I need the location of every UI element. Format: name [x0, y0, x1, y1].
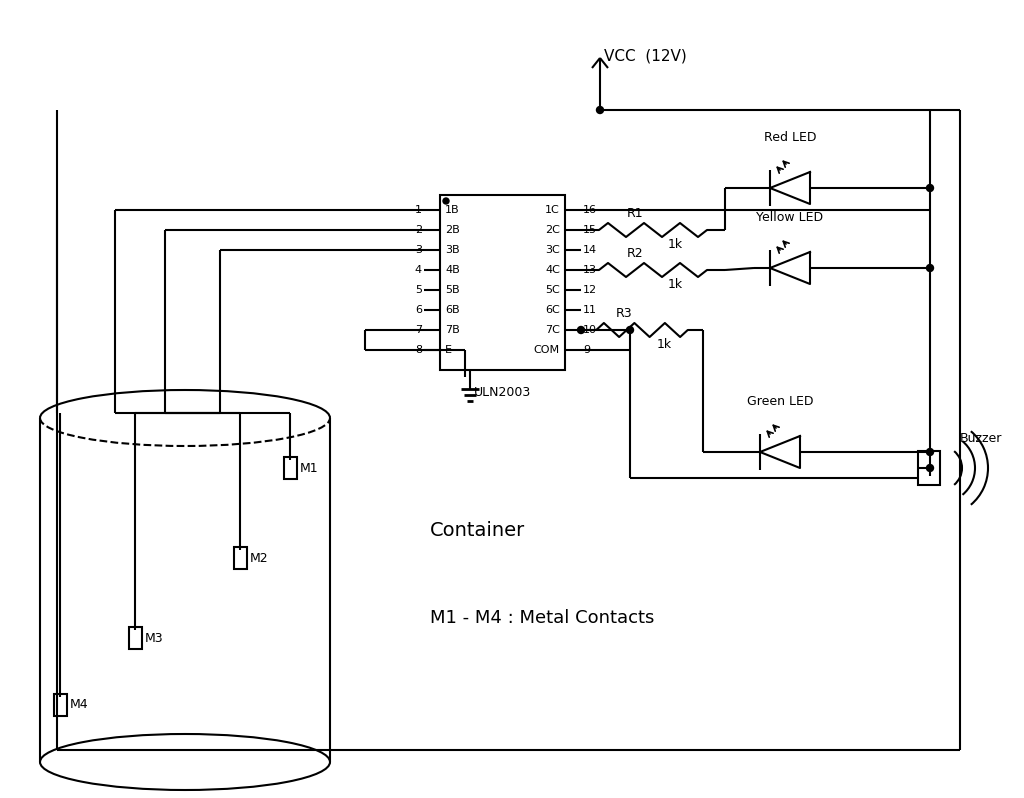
- Text: 10: 10: [583, 325, 597, 335]
- Text: 7: 7: [415, 325, 422, 335]
- Text: 1B: 1B: [445, 205, 460, 215]
- Text: ULN2003: ULN2003: [474, 385, 531, 398]
- Text: 3B: 3B: [445, 245, 460, 255]
- Text: 5: 5: [415, 285, 422, 295]
- Bar: [233, 547, 247, 569]
- Text: COM: COM: [534, 345, 560, 355]
- Text: 16: 16: [583, 205, 597, 215]
- Text: M1: M1: [299, 461, 318, 475]
- Text: 2: 2: [415, 225, 422, 235]
- Text: 6B: 6B: [445, 305, 460, 315]
- Text: 2B: 2B: [445, 225, 460, 235]
- Text: R1: R1: [627, 207, 643, 220]
- Text: M3: M3: [144, 631, 163, 645]
- Bar: [128, 627, 141, 649]
- Text: 3C: 3C: [545, 245, 560, 255]
- Text: 1k: 1k: [656, 338, 672, 351]
- Text: 4B: 4B: [445, 265, 460, 275]
- Text: 7C: 7C: [545, 325, 560, 335]
- Text: 8: 8: [415, 345, 422, 355]
- Text: 5C: 5C: [545, 285, 560, 295]
- Text: 5B: 5B: [445, 285, 460, 295]
- Text: M2: M2: [250, 551, 268, 564]
- Text: 4C: 4C: [545, 265, 560, 275]
- Text: 4: 4: [415, 265, 422, 275]
- Circle shape: [927, 448, 934, 456]
- Circle shape: [927, 264, 934, 271]
- Text: R2: R2: [627, 247, 643, 260]
- Text: 12: 12: [583, 285, 597, 295]
- Circle shape: [927, 184, 934, 192]
- Bar: [53, 694, 67, 716]
- Text: VCC  (12V): VCC (12V): [604, 49, 687, 64]
- Circle shape: [627, 326, 634, 334]
- Text: 6: 6: [415, 305, 422, 315]
- Text: E: E: [445, 345, 452, 355]
- Text: 1: 1: [415, 205, 422, 215]
- Text: 7B: 7B: [445, 325, 460, 335]
- Text: 13: 13: [583, 265, 597, 275]
- Circle shape: [578, 326, 585, 334]
- Bar: [284, 457, 297, 479]
- Bar: [440, 195, 565, 370]
- Text: Red LED: Red LED: [764, 131, 816, 144]
- Text: R3: R3: [615, 307, 632, 320]
- Circle shape: [443, 198, 449, 204]
- Text: 1k: 1k: [668, 238, 683, 251]
- Text: M1 - M4 : Metal Contacts: M1 - M4 : Metal Contacts: [430, 609, 654, 627]
- Text: Container: Container: [430, 520, 525, 539]
- Text: M4: M4: [70, 698, 88, 712]
- Text: 2C: 2C: [545, 225, 560, 235]
- Text: Yellow LED: Yellow LED: [757, 211, 823, 224]
- Text: 15: 15: [583, 225, 597, 235]
- Text: 1C: 1C: [545, 205, 560, 215]
- Text: 14: 14: [583, 245, 597, 255]
- Circle shape: [927, 464, 934, 472]
- Text: 6C: 6C: [545, 305, 560, 315]
- Text: Green LED: Green LED: [746, 395, 813, 408]
- Text: 1k: 1k: [668, 278, 683, 291]
- Bar: [918, 451, 940, 485]
- Text: 9: 9: [583, 345, 590, 355]
- Circle shape: [597, 106, 603, 113]
- Text: 3: 3: [415, 245, 422, 255]
- Text: 11: 11: [583, 305, 597, 315]
- Text: Buzzer: Buzzer: [961, 432, 1002, 444]
